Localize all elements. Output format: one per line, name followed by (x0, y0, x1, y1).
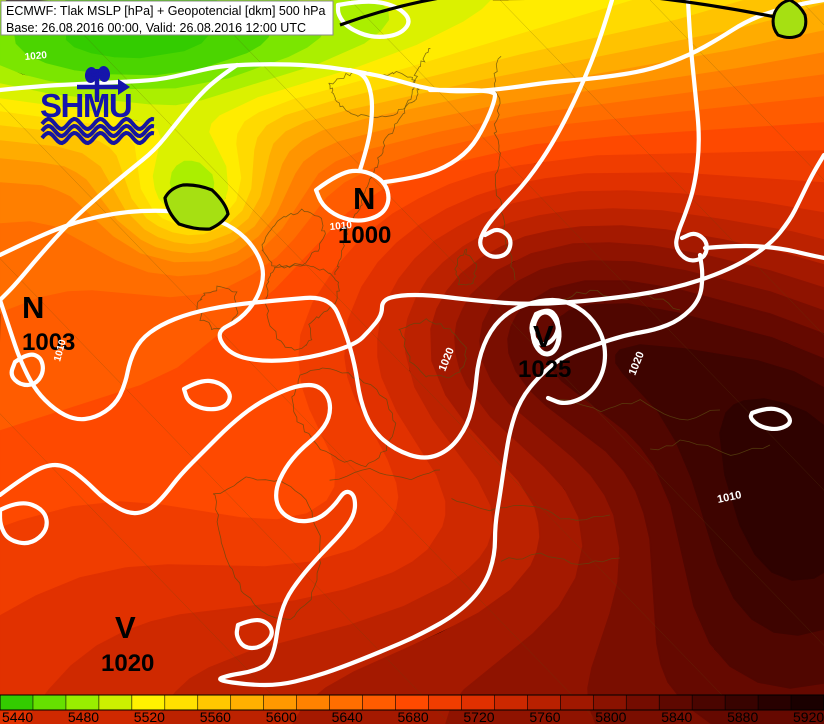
svg-text:ECMWF: Tlak MSLP [hPa] + Geopo: ECMWF: Tlak MSLP [hPa] + Geopotencial [d… (6, 4, 326, 18)
svg-text:Base: 26.08.2016 00:00, Valid:: Base: 26.08.2016 00:00, Valid: 26.08.201… (6, 21, 306, 35)
